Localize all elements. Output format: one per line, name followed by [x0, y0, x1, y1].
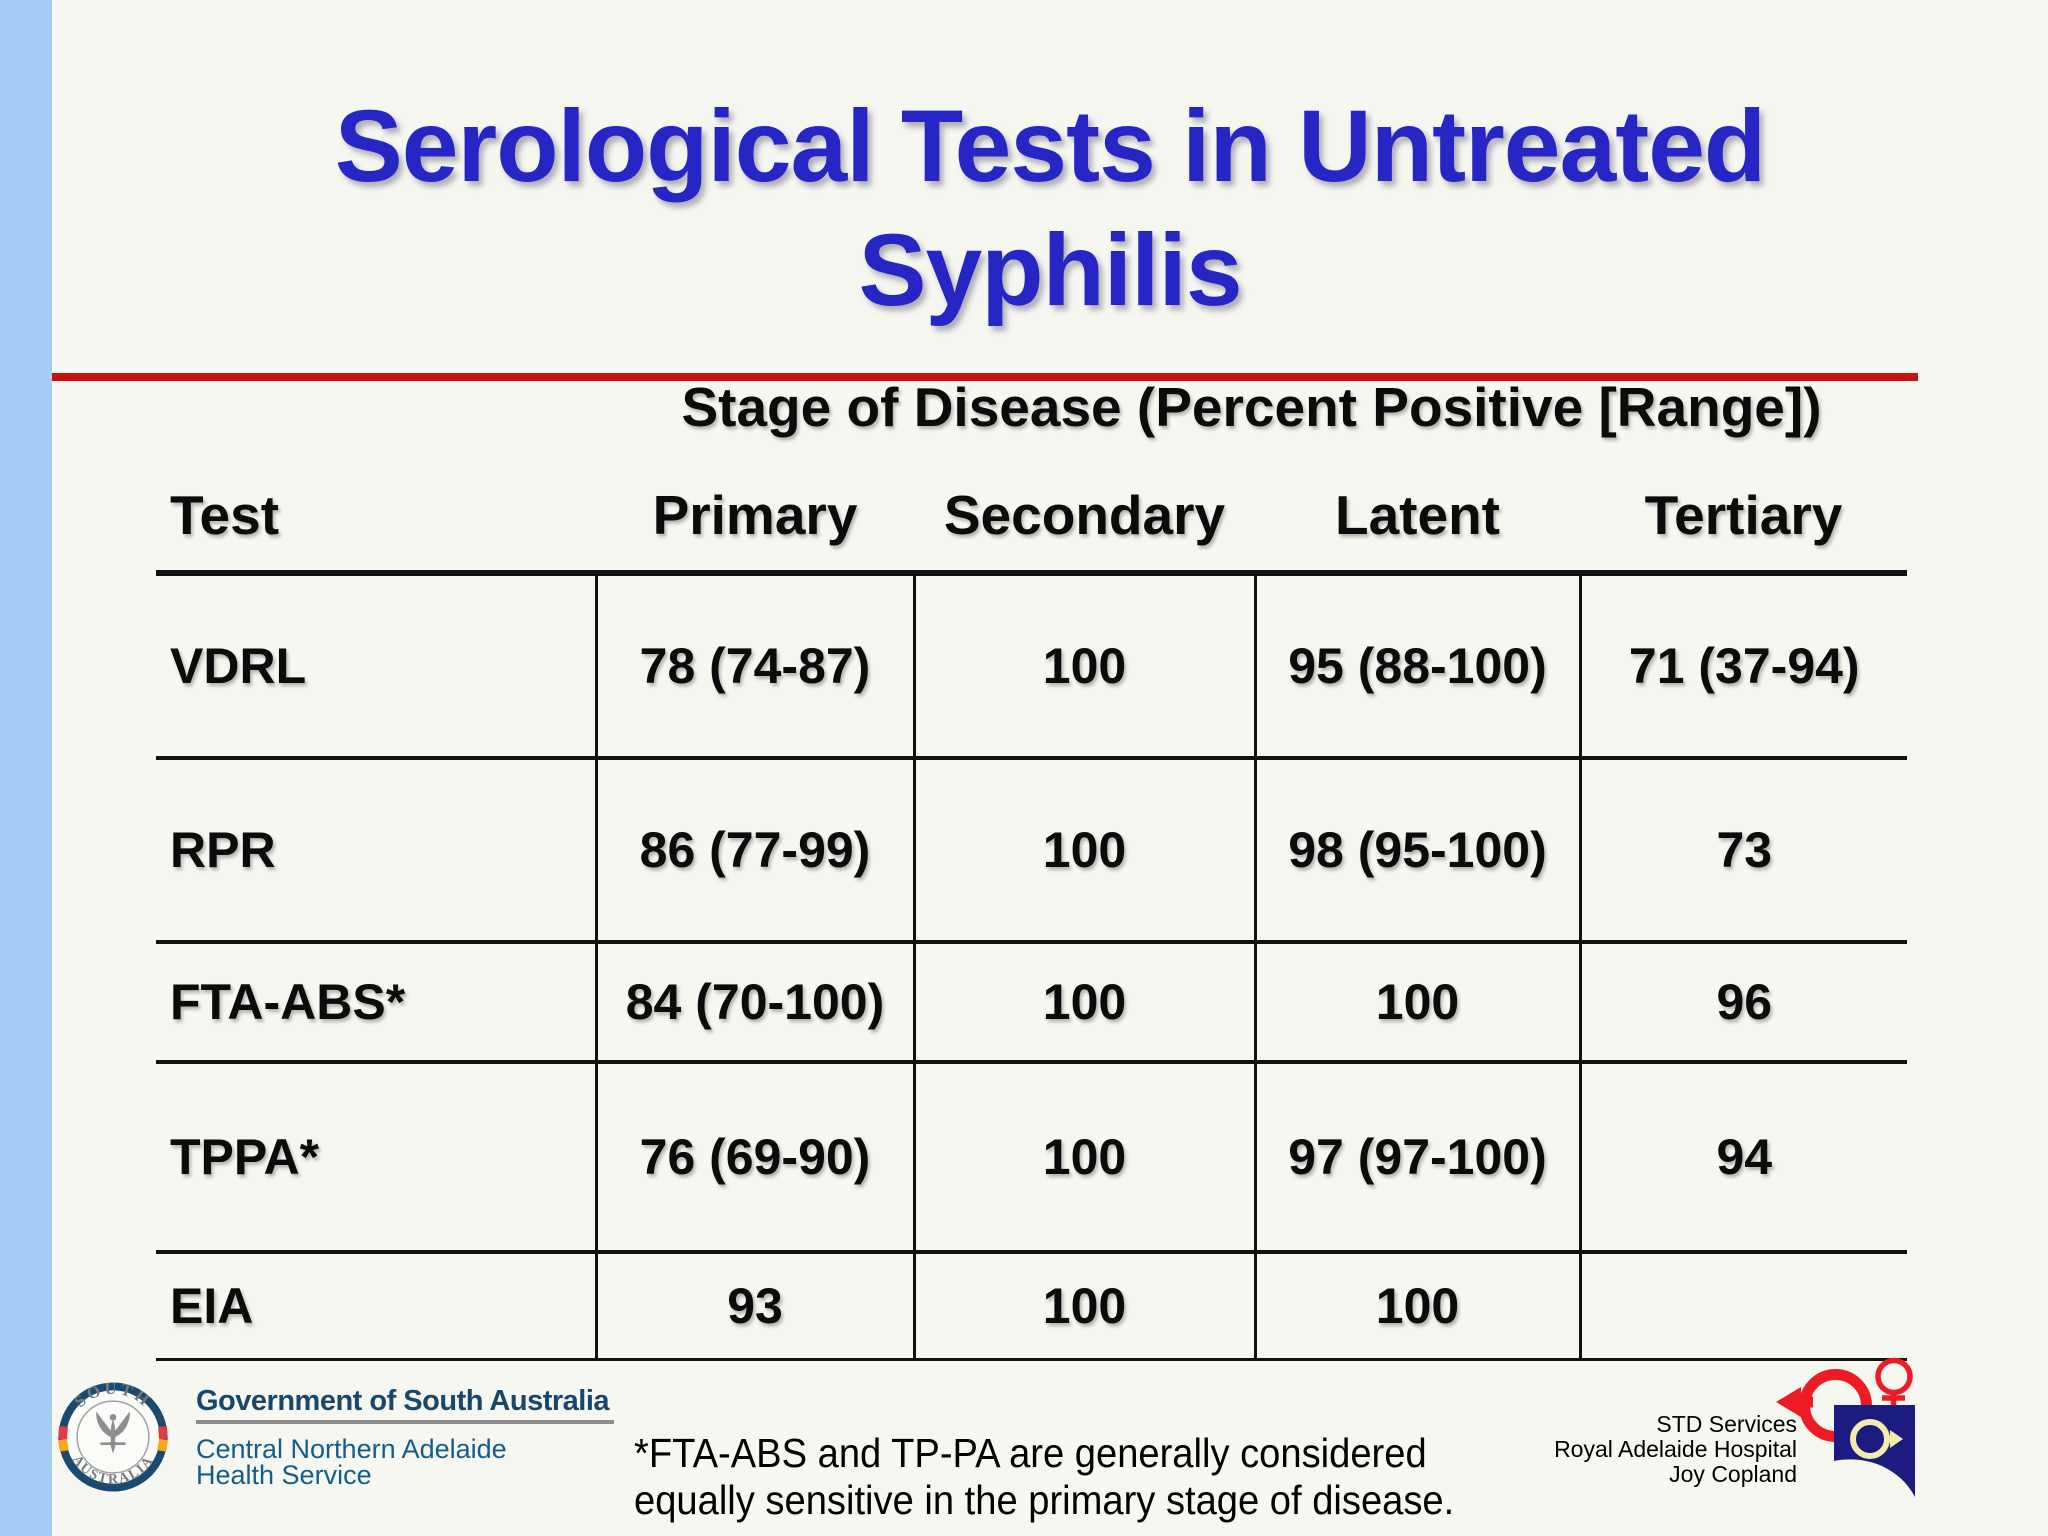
- footnote: *FTA-ABS and TP-PA are generally conside…: [634, 1430, 1564, 1524]
- slide-title-line1: Serological Tests in Untreated: [334, 89, 1766, 203]
- cell-secondary: 100: [912, 573, 1255, 758]
- cell-test: EIA: [156, 1250, 596, 1360]
- left-accent-bar: [0, 0, 52, 1536]
- credits-block: STD Services Royal Adelaide Hospital Joy…: [1447, 1412, 1797, 1487]
- branding-divider: [196, 1420, 614, 1424]
- credits-service: STD Services: [1656, 1411, 1797, 1437]
- cell-secondary: 100: [912, 1250, 1255, 1360]
- cell-latent: 98 (95-100): [1253, 756, 1580, 942]
- cell-test: VDRL: [170, 638, 307, 694]
- health-service-name: Central Northern Adelaide Health Service: [196, 1434, 716, 1490]
- cell-latent: 100: [1253, 1250, 1580, 1360]
- table-row-tppa: TPPA* 76 (69-90) 100 97 (97-100) 94: [156, 1060, 1907, 1252]
- cell-tertiary: [1578, 1250, 1907, 1360]
- title-divider-rule: [52, 373, 1918, 381]
- cell-test: RPR: [156, 756, 596, 942]
- cell-test: FTA-ABS*: [156, 940, 596, 1062]
- column-header-tertiary: Tertiary: [1644, 484, 1843, 546]
- table-row-eia: EIA 93 100 100: [156, 1250, 1907, 1360]
- slide-title-line2: Syphilis: [858, 213, 1242, 327]
- pennant-shape: [1834, 1405, 1915, 1497]
- health-service-line1: Central Northern Adelaide: [196, 1434, 507, 1464]
- cell-latent: 95 (88-100): [1253, 573, 1580, 758]
- std-services-logo-icon: [1776, 1357, 1915, 1497]
- slide-title: Serological Tests in Untreated Syphilis: [52, 84, 2048, 332]
- cell-primary: 84 (70-100): [594, 940, 914, 1062]
- cell-secondary: 100: [912, 756, 1255, 942]
- cell-test: TPPA*: [156, 1060, 596, 1252]
- table-caption: Stage of Disease (Percent Positive [Rang…: [681, 376, 1822, 438]
- government-name: Government of South Australia: [196, 1385, 610, 1417]
- cell-tertiary: 94: [1578, 1060, 1907, 1252]
- south-australia-seal-icon: SOUTH AUSTRALIA: [57, 1380, 169, 1493]
- column-header-test: Test: [170, 484, 280, 546]
- serology-table: VDRL 78 (74-87) 100 95 (88-100) 71 (37-9…: [156, 570, 1907, 1361]
- footnote-line2: equally sensitive in the primary stage o…: [634, 1477, 1455, 1523]
- female-symbol-icon: [1875, 1357, 1913, 1410]
- cell-tertiary: 96: [1578, 940, 1907, 1062]
- piping-shrike-bird-icon: [96, 1411, 130, 1454]
- table-row-rpr: RPR 86 (77-99) 100 98 (95-100) 73: [156, 756, 1907, 942]
- cell-primary: 86 (77-99): [594, 756, 914, 942]
- column-header-latent: Latent: [1335, 484, 1500, 546]
- cell-primary: 76 (69-90): [594, 1060, 914, 1252]
- cell-latent: 97 (97-100): [1253, 1060, 1580, 1252]
- credits-hospital: Royal Adelaide Hospital: [1554, 1436, 1797, 1462]
- column-header-primary: Primary: [652, 484, 858, 546]
- cell-secondary: 100: [912, 1060, 1255, 1252]
- cell-tertiary: 73: [1578, 756, 1907, 942]
- health-service-line2: Health Service: [196, 1460, 372, 1490]
- column-header-secondary: Secondary: [943, 484, 1226, 546]
- credits-author: Joy Copland: [1669, 1461, 1797, 1487]
- footnote-line1: *FTA-ABS and TP-PA are generally conside…: [634, 1430, 1427, 1476]
- table-row-fta-abs: FTA-ABS* 84 (70-100) 100 100 96: [156, 940, 1907, 1062]
- male-symbol-icon: [1850, 1419, 1903, 1459]
- cell-latent: 100: [1253, 940, 1580, 1062]
- cell-secondary: 100: [912, 940, 1255, 1062]
- cell-primary: 93: [594, 1250, 914, 1360]
- cell-primary: 78 (74-87): [594, 573, 914, 758]
- cell-tertiary: 71 (37-94): [1578, 573, 1907, 758]
- table-row-vdrl: VDRL 78 (74-87) 100 95 (88-100) 71 (37-9…: [156, 573, 1907, 758]
